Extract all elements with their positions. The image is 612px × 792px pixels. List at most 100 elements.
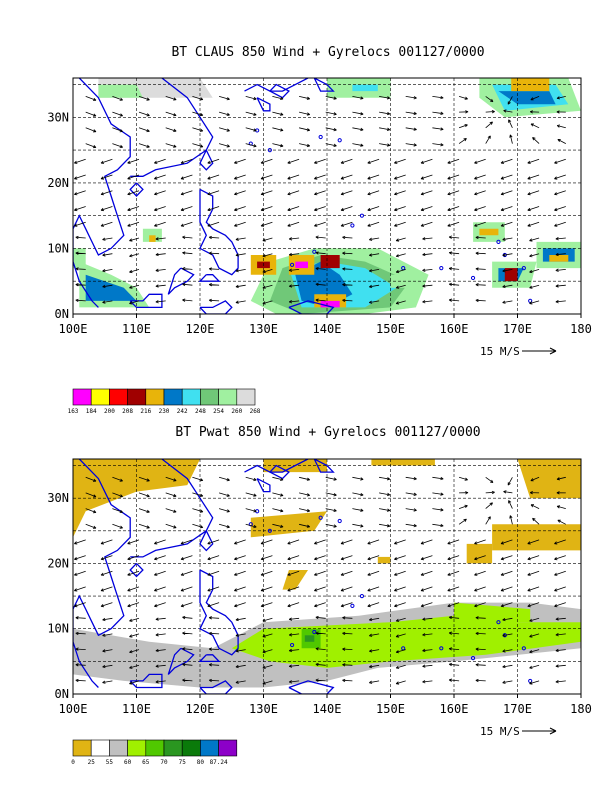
wind-vector xyxy=(502,300,513,304)
colorbar-label: 60 xyxy=(124,759,132,766)
wind-vector xyxy=(422,680,433,684)
colorbar-swatch xyxy=(90,739,110,757)
wind-vector xyxy=(138,492,150,498)
wind-vector xyxy=(218,508,230,513)
wind-vector xyxy=(182,631,193,635)
colorbar-label: 260 xyxy=(231,408,242,415)
wind-vector xyxy=(432,508,444,512)
colorbar-swatch xyxy=(72,388,92,406)
wind-vector xyxy=(485,476,494,483)
colorbar-label: 55 xyxy=(106,759,114,766)
wind-vector xyxy=(395,237,406,242)
wind-vector xyxy=(527,221,540,227)
wind-vector xyxy=(314,206,326,212)
wind-vector xyxy=(182,267,193,271)
wind-vector xyxy=(102,664,113,669)
wind-vector xyxy=(288,252,300,257)
wind-vector xyxy=(556,124,566,129)
wind-vector xyxy=(529,110,540,114)
wind-vector xyxy=(129,284,140,289)
wind-vector xyxy=(368,633,380,637)
wind-vector xyxy=(448,251,460,255)
wind-vector xyxy=(474,206,486,212)
colorbar-label: 0 xyxy=(71,759,75,766)
shaded-field xyxy=(371,459,435,466)
wind-vector xyxy=(502,617,513,622)
wind-vector xyxy=(208,616,220,620)
wind-vector xyxy=(447,190,460,196)
wind-vector xyxy=(154,602,166,608)
wind-vector xyxy=(527,174,540,180)
island xyxy=(350,223,355,228)
wind-vector xyxy=(287,586,300,592)
wind-vector xyxy=(262,284,273,289)
coastline xyxy=(269,464,290,480)
wind-vector xyxy=(112,96,123,101)
wind-vector xyxy=(325,476,337,481)
wind-vector xyxy=(529,269,540,274)
wind-vector xyxy=(405,143,417,147)
wind-vector xyxy=(527,555,540,561)
wind-vector xyxy=(352,111,364,116)
wind-vector xyxy=(155,617,166,621)
wind-vector xyxy=(447,602,460,608)
shaded-field xyxy=(466,543,493,564)
wind-vector xyxy=(129,237,140,242)
wind-vector xyxy=(502,237,513,241)
wind-vector xyxy=(299,523,311,528)
island xyxy=(337,518,342,524)
wind-vector xyxy=(299,508,311,513)
wind-vector xyxy=(192,508,204,513)
wind-vector xyxy=(422,284,433,288)
island xyxy=(267,528,272,533)
shaded-field xyxy=(320,255,340,269)
wind-vector xyxy=(367,586,380,592)
wind-vector xyxy=(530,504,540,509)
wind-vector xyxy=(502,284,513,289)
wind-vector xyxy=(287,539,300,545)
wind-vector xyxy=(314,190,326,196)
wind-vector xyxy=(127,174,140,180)
wind-vector xyxy=(154,206,166,212)
wind-vector xyxy=(420,570,433,576)
wind-vector xyxy=(342,631,353,636)
wind-vector xyxy=(138,143,150,148)
wind-vector xyxy=(422,252,433,257)
wind-vector xyxy=(379,523,391,528)
wind-vector xyxy=(368,269,380,273)
wind-vector xyxy=(299,111,311,116)
wind-vector xyxy=(235,617,246,622)
wind-vector xyxy=(420,174,433,180)
wind-vector xyxy=(235,680,246,684)
wind-vector xyxy=(554,190,566,196)
wind-vector xyxy=(207,221,220,227)
x-tick-label: 140E xyxy=(313,322,342,336)
coastline xyxy=(198,654,221,663)
wind-vector xyxy=(556,476,566,481)
wind-vector xyxy=(485,96,494,103)
wind-vector xyxy=(262,680,273,685)
wind-vector xyxy=(129,633,140,638)
wind-vector xyxy=(182,251,193,255)
wind-vector xyxy=(235,300,246,304)
wind-vector xyxy=(155,633,166,637)
wind-vector xyxy=(474,158,486,164)
wind-vector xyxy=(527,158,540,164)
wind-vector xyxy=(287,221,300,227)
wind-vector xyxy=(208,647,220,651)
wind-vector xyxy=(555,252,566,257)
wind-vector xyxy=(129,664,140,669)
wind-vector xyxy=(342,663,353,667)
wind-vector xyxy=(554,206,566,212)
shaded-field xyxy=(479,228,499,236)
wind-vector xyxy=(500,158,513,164)
coastline xyxy=(129,182,144,197)
wind-vector xyxy=(182,298,193,302)
wind-vector xyxy=(260,221,273,227)
wind-vector xyxy=(182,678,193,682)
wind-vector xyxy=(218,127,230,132)
wind-vector xyxy=(529,300,540,305)
wind-vector xyxy=(100,602,113,608)
wind-vector xyxy=(288,237,300,241)
wind-vector xyxy=(314,158,326,164)
